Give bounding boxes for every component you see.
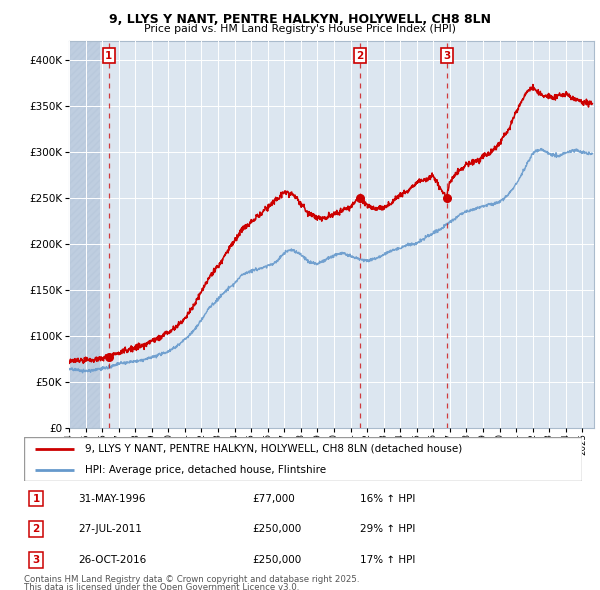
Text: £250,000: £250,000: [252, 525, 301, 534]
Text: 1: 1: [32, 494, 40, 503]
Text: Price paid vs. HM Land Registry's House Price Index (HPI): Price paid vs. HM Land Registry's House …: [144, 24, 456, 34]
Text: 2: 2: [32, 525, 40, 534]
Text: 16% ↑ HPI: 16% ↑ HPI: [360, 494, 415, 503]
Text: 31-MAY-1996: 31-MAY-1996: [78, 494, 146, 503]
Text: 26-OCT-2016: 26-OCT-2016: [78, 555, 146, 565]
Text: 1: 1: [105, 51, 113, 61]
Text: 9, LLYS Y NANT, PENTRE HALKYN, HOLYWELL, CH8 8LN (detached house): 9, LLYS Y NANT, PENTRE HALKYN, HOLYWELL,…: [85, 444, 463, 454]
Text: £77,000: £77,000: [252, 494, 295, 503]
Bar: [69, 41, 100, 428]
Text: 17% ↑ HPI: 17% ↑ HPI: [360, 555, 415, 565]
Text: HPI: Average price, detached house, Flintshire: HPI: Average price, detached house, Flin…: [85, 465, 326, 475]
Text: 2: 2: [356, 51, 364, 61]
Text: This data is licensed under the Open Government Licence v3.0.: This data is licensed under the Open Gov…: [24, 583, 299, 590]
Text: 9, LLYS Y NANT, PENTRE HALKYN, HOLYWELL, CH8 8LN: 9, LLYS Y NANT, PENTRE HALKYN, HOLYWELL,…: [109, 13, 491, 26]
Text: 3: 3: [443, 51, 451, 61]
Text: 3: 3: [32, 555, 40, 565]
Text: 29% ↑ HPI: 29% ↑ HPI: [360, 525, 415, 534]
Text: £250,000: £250,000: [252, 555, 301, 565]
Text: Contains HM Land Registry data © Crown copyright and database right 2025.: Contains HM Land Registry data © Crown c…: [24, 575, 359, 584]
Text: 27-JUL-2011: 27-JUL-2011: [78, 525, 142, 534]
